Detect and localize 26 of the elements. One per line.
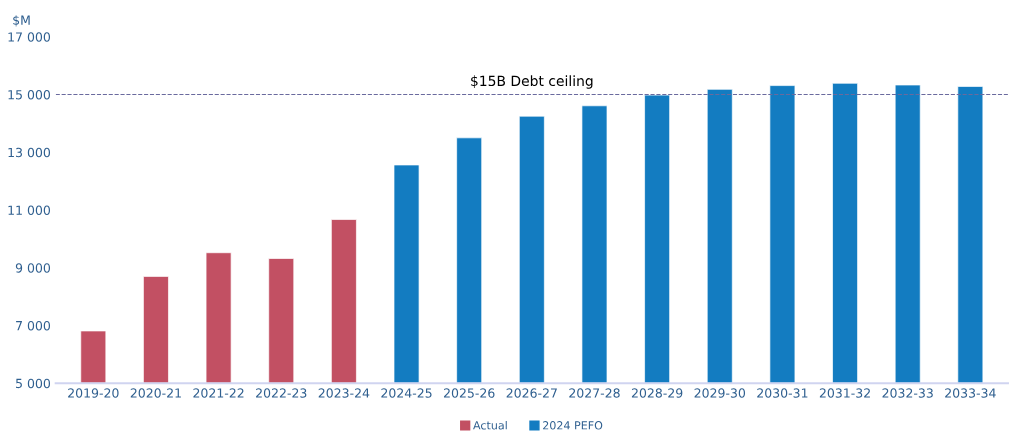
x-tick-label: 2026-27 — [506, 388, 557, 398]
x-tick-label: 2022-23 — [256, 388, 307, 398]
y-tick-label: 15 000 — [8, 90, 51, 100]
x-tick-label: 2019-20 — [68, 388, 119, 398]
x-tick-label: 2024-25 — [381, 388, 432, 398]
legend-label: 2024 PEFO — [543, 421, 603, 430]
x-tick-label: 2028-29 — [631, 388, 683, 398]
x-tick-label: 2032-33 — [882, 388, 933, 398]
x-tick-label: 2027-28 — [569, 388, 620, 398]
y-tick-label: 9 000 — [15, 263, 51, 273]
y-tick-label: 7 000 — [16, 320, 51, 331]
ref-line-label: $15B Debt ceiling — [471, 75, 593, 89]
x-tick-label: 2020-21 — [130, 388, 181, 398]
x-tick-label: 2025-26 — [443, 388, 495, 398]
y-tick-label: 17 000 — [8, 32, 51, 42]
x-tick-label: 2021-22 — [193, 388, 244, 398]
x-tick-label: 2033-34 — [945, 388, 996, 398]
y-tick-label: 5 000 — [16, 378, 51, 389]
y-tick-label: 11 000 — [8, 205, 51, 215]
x-tick-label: 2029-30 — [694, 388, 746, 398]
x-tick-label: 2030-31 — [757, 388, 808, 398]
x-tick-label: 2023-24 — [318, 388, 370, 398]
y-tick-label: 13 000 — [8, 147, 51, 158]
legend-label: Actual — [473, 420, 507, 430]
y-axis-title: $M — [13, 15, 30, 27]
x-tick-label: 2031-32 — [819, 388, 870, 398]
